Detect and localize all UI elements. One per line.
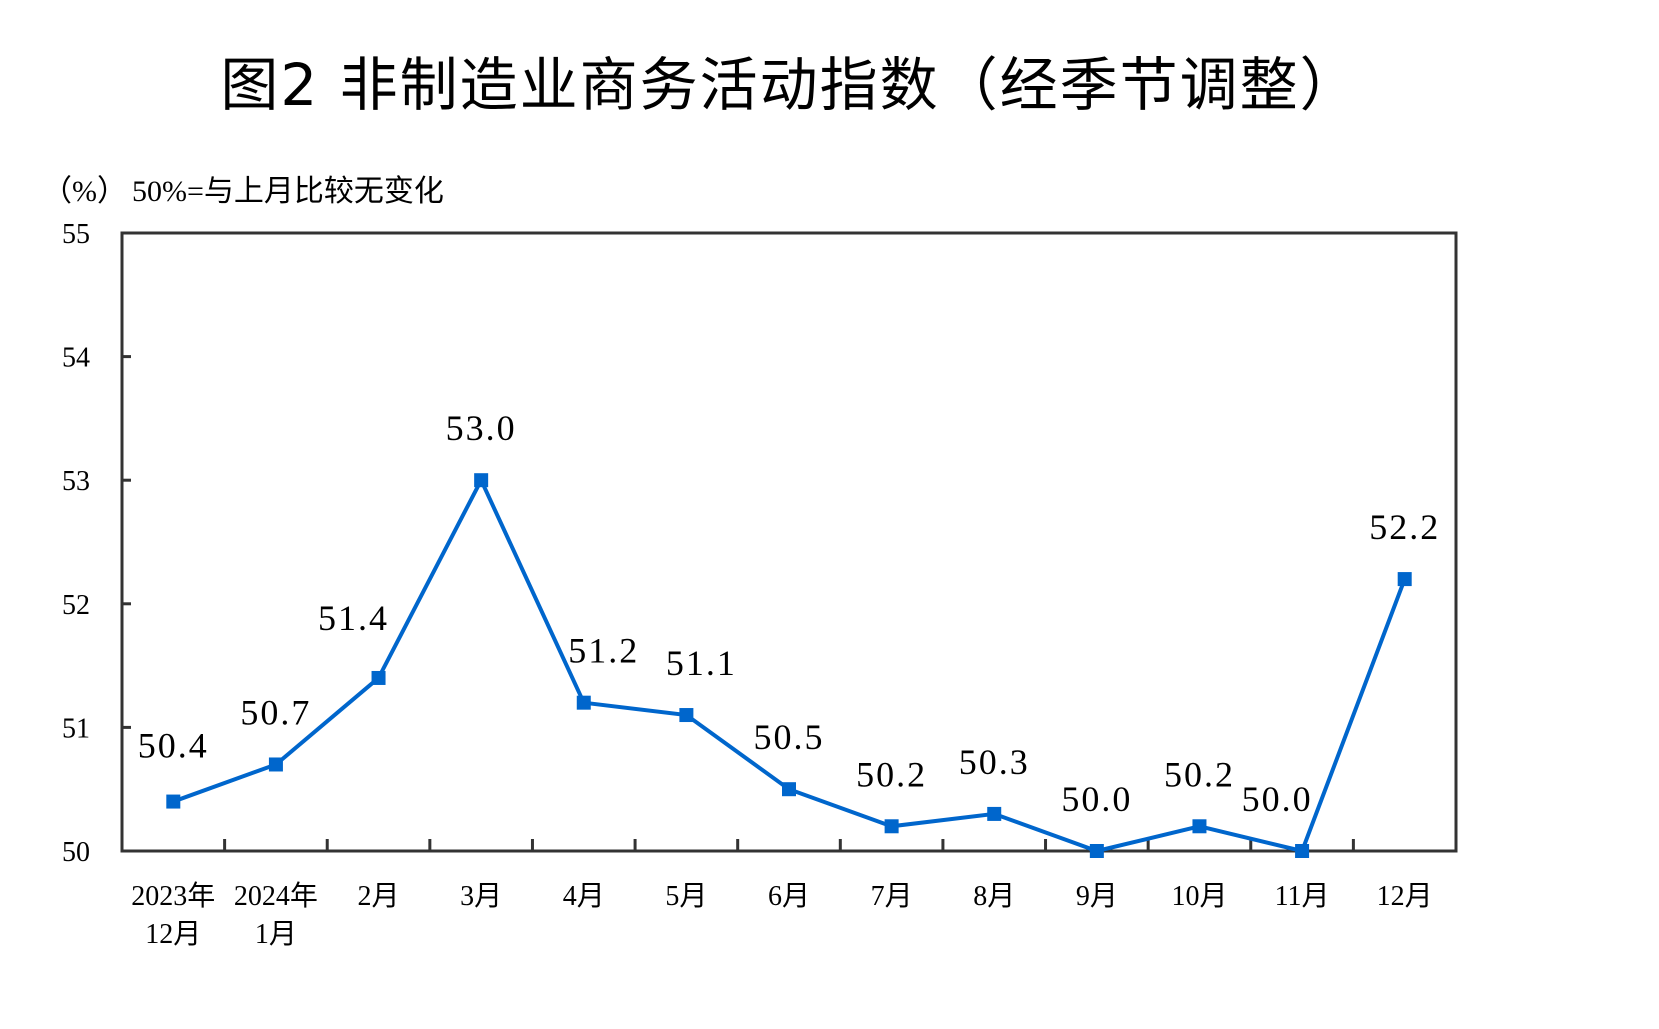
x-tick-label: 1月 <box>255 919 297 950</box>
data-label: 50.0 <box>1242 779 1313 819</box>
data-label: 50.5 <box>754 717 825 757</box>
y-tick-label: 53 <box>62 466 90 497</box>
x-axis: 2023年 12月 2024年 1月 2月 3月 4月 5月 6月 7月 8月 9月 10月 11月 12月 <box>131 839 1433 950</box>
data-series: 50.4 50.7 51.4 53.0 51.2 51.1 50.5 50.2 50.3 50.0… <box>138 408 1440 858</box>
chart-note: 50%=与上月比较无变化 <box>132 175 444 208</box>
data-point-marker <box>1295 844 1310 858</box>
data-label: 50.3 <box>959 742 1030 782</box>
data-label: 51.4 <box>318 598 389 638</box>
chart-title: 图2 非制造业商务活动指数（经季节调整） <box>220 51 1360 119</box>
x-tick-label: 9月 <box>1076 881 1118 912</box>
data-label: 52.2 <box>1369 507 1440 547</box>
data-label: 50.0 <box>1061 779 1132 819</box>
plot-frame <box>120 231 1458 853</box>
data-point-marker <box>268 757 283 772</box>
x-tick-label: 2024年 <box>234 880 318 912</box>
x-tick-label: 5月 <box>665 881 707 912</box>
data-point-marker <box>1089 844 1104 858</box>
data-label: 50.2 <box>856 754 927 794</box>
x-tick-label: 6月 <box>768 881 810 912</box>
y-tick-label: 51 <box>62 713 90 744</box>
data-label: 53.0 <box>446 408 517 448</box>
data-point-marker <box>1192 819 1207 834</box>
x-tick-label: 3月 <box>460 881 502 912</box>
plot-border <box>120 231 1458 853</box>
data-point-marker <box>679 708 694 723</box>
y-axis-unit-label: （%） <box>42 175 127 208</box>
data-point-marker <box>1397 572 1412 587</box>
x-tick-label: 11月 <box>1275 881 1330 912</box>
data-label: 51.1 <box>666 643 737 683</box>
data-label: 50.4 <box>138 726 209 766</box>
data-point-marker <box>884 819 899 834</box>
x-tick-label: 10月 <box>1171 881 1227 912</box>
x-tick-label: 12月 <box>145 919 201 950</box>
data-label: 51.2 <box>568 631 639 671</box>
x-tick-label: 2023年 <box>131 880 215 912</box>
data-point-marker <box>474 473 489 488</box>
data-label: 50.7 <box>240 692 311 732</box>
x-tick-label: 12月 <box>1377 881 1433 912</box>
y-tick-label: 55 <box>62 219 90 250</box>
y-tick-label: 52 <box>62 590 90 621</box>
x-tick-label: 8月 <box>973 881 1015 912</box>
data-point-marker <box>782 782 796 797</box>
data-point-marker <box>576 695 591 710</box>
data-point-marker <box>987 806 1002 821</box>
data-label: 50.2 <box>1164 754 1235 794</box>
y-tick-label: 50 <box>62 837 90 868</box>
data-point-marker <box>166 794 181 809</box>
data-point-marker <box>371 670 386 685</box>
y-axis: 50 51 52 53 54 55 <box>62 219 131 868</box>
x-tick-label: 7月 <box>871 881 913 912</box>
x-tick-label: 2月 <box>358 881 400 912</box>
x-tick-label: 4月 <box>563 881 605 912</box>
y-tick-label: 54 <box>62 343 90 374</box>
